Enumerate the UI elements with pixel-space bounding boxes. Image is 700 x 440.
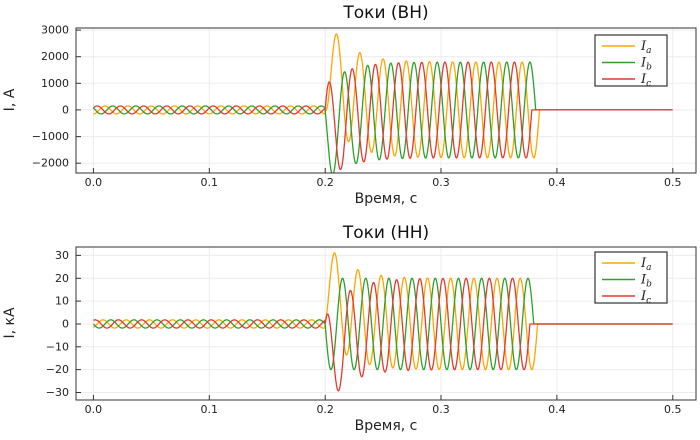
legend-label-I_a: Ia [640, 39, 652, 56]
series-line-I_a [93, 252, 673, 371]
x-tick-label: 0.3 [432, 176, 450, 189]
x-tick-label: 0.2 [316, 176, 334, 189]
x-tick-label: 0.3 [432, 403, 450, 416]
chart-hv-currents: 0.0 0.1 0.2 0.3 0.4 0.5 3000 2000 1000 0 −1000 −200… [2, 3, 697, 207]
y-tick-label: −20 [46, 363, 69, 376]
y-tick-label: −10 [46, 340, 69, 353]
y-tick-label: 3000 [41, 24, 69, 37]
series-line-I_b [92, 61, 673, 173]
x-tick-label: 0.5 [664, 403, 682, 416]
y-tick-label: 0 [62, 318, 69, 331]
x-axis-label-hv: Время, с [355, 191, 418, 207]
x-tick-label: 0.4 [548, 403, 566, 416]
x-tick-label: 0.1 [201, 176, 219, 189]
x-tick-label: 0.2 [316, 403, 334, 416]
y-tick-label: 1000 [41, 77, 69, 90]
y-axis-label-lv: I, кА [2, 307, 18, 338]
legend-label-I_a: Ia [640, 256, 652, 273]
y-tick-label: 30 [55, 249, 69, 262]
legend-box [594, 251, 668, 304]
y-tick-label: 0 [62, 103, 69, 116]
y-tick-label: −2000 [32, 157, 69, 170]
legend-box [594, 34, 668, 87]
x-tick-label: 0.4 [548, 176, 566, 189]
y-tick-label: −1000 [32, 130, 69, 143]
series-line-I_c [92, 61, 673, 171]
y-tick-label: 10 [55, 295, 69, 308]
chart-title-lv: Токи (НН) [342, 223, 429, 243]
chart-lv-currents: 0.0 0.1 0.2 0.3 0.4 0.5 30 20 10 0 −10 −20 −30 IaIbIc… [2, 223, 697, 434]
y-tick-label: 20 [55, 272, 69, 285]
series-line-I_c [93, 277, 673, 392]
y-axis-label-hv: I, A [2, 88, 18, 111]
x-tick-label: 0.1 [201, 403, 219, 416]
legend-label-I_c: Ic [640, 289, 651, 306]
x-tick-label: 0.5 [664, 176, 682, 189]
legend-label-I_c: Ic [640, 72, 651, 89]
plot-frame [75, 27, 697, 174]
chart-title-hv: Токи (ВН) [342, 3, 428, 23]
x-axis-label-lv: Время, с [355, 418, 418, 434]
x-tick-label: 0.0 [85, 176, 103, 189]
y-tick-label: −30 [46, 386, 69, 399]
x-tick-label: 0.0 [85, 403, 103, 416]
y-tick-label: 2000 [41, 50, 69, 63]
